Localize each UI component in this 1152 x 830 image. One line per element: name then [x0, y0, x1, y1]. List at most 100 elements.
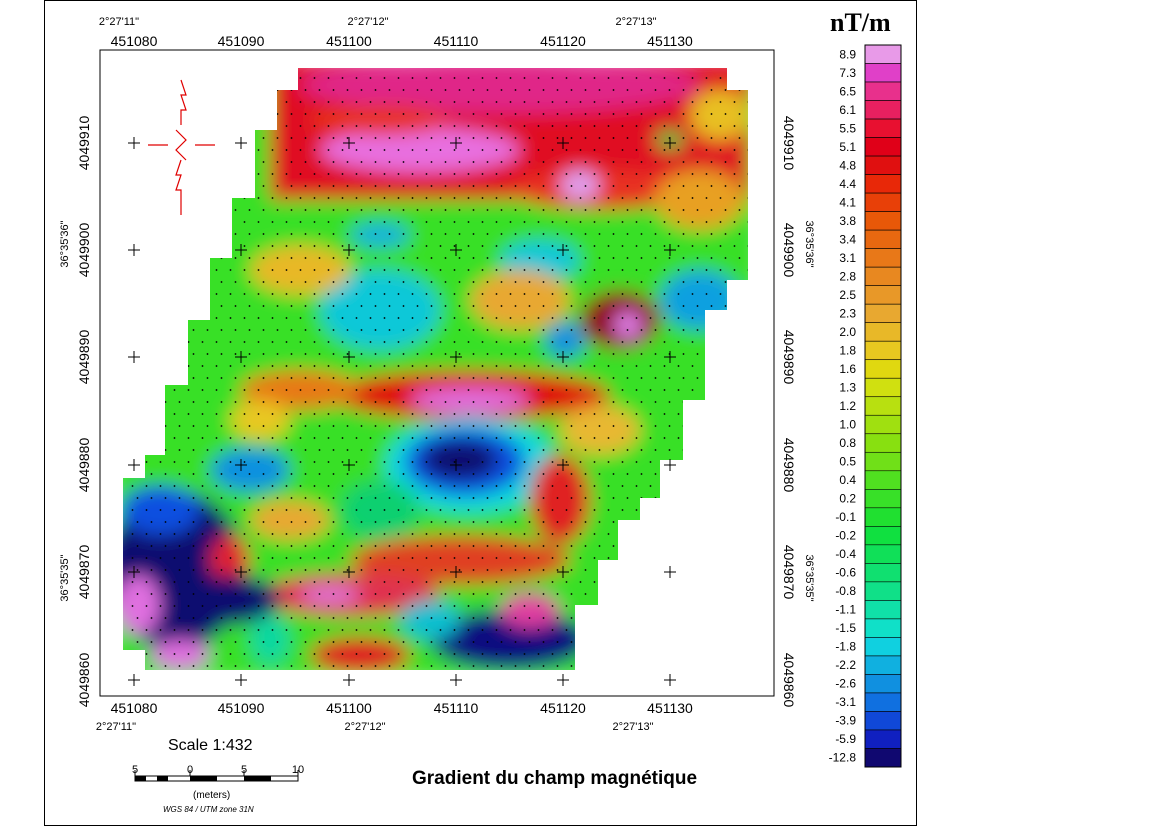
legend-value: -1.8: [835, 640, 856, 654]
legend-swatch: [864, 414, 902, 435]
y-tick-label-left: 4049890: [76, 330, 92, 385]
legend-swatch: [864, 729, 902, 749]
x-tick-label-bottom: 451110: [434, 700, 479, 716]
legend-swatch: [864, 637, 902, 657]
legend-swatch: [864, 248, 902, 268]
legend-value: 0.2: [839, 492, 856, 506]
y-tick-label-right: 4049910: [781, 116, 797, 171]
legend-value: 1.0: [839, 418, 856, 432]
y-tick-label-left: 4049910: [76, 116, 92, 171]
x-tick-label-top: 451100: [326, 33, 372, 49]
legend-swatch: [864, 470, 902, 490]
grid-crosses: [128, 137, 676, 686]
legend-value: -2.2: [835, 658, 856, 672]
legend-swatch: [864, 137, 902, 157]
legend-value: 1.3: [839, 380, 856, 394]
x-tick-label-bottom: 451120: [540, 700, 586, 716]
legend-value: -0.4: [835, 547, 856, 561]
legend-swatch: [864, 303, 902, 323]
legend-value: -3.9: [835, 714, 856, 728]
lon-label-top: 2°27'11": [99, 16, 139, 28]
legend-value: -5.9: [835, 732, 856, 746]
lat-label-right: 36°35'35": [803, 554, 815, 601]
legend-swatch: [864, 433, 902, 453]
legend-value: 5.1: [839, 140, 856, 154]
map-frame: [44, 0, 917, 826]
legend-value: -1.1: [835, 603, 856, 617]
legend-swatch: [864, 396, 902, 416]
legend-value: 7.3: [839, 66, 856, 80]
legend-swatch: [864, 174, 902, 194]
legend-value: -0.1: [835, 510, 856, 524]
legend-value: 2.8: [839, 269, 856, 283]
lon-bottom-labels: 2°27'11" 2°27'12" 2°27'13": [96, 721, 654, 733]
y-tick-label-right: 4049890: [781, 330, 797, 385]
lon-label-bottom: 2°27'12": [345, 721, 386, 733]
legend-value: 2.3: [839, 306, 856, 320]
x-tick-label-bottom: 451080: [111, 700, 158, 716]
legend-value: 0.8: [839, 436, 856, 450]
legend-value: -2.6: [835, 677, 856, 691]
scale-unit: (meters): [193, 790, 231, 801]
lat-right-labels: 36°35'36" 36°35'35": [803, 220, 815, 601]
projection-label: WGS 84 / UTM zone 31N: [163, 805, 254, 814]
scale-tick-label: 5: [132, 764, 138, 776]
legend-swatch: [864, 211, 902, 231]
legend-swatch: [864, 655, 902, 675]
y-tick-label-left: 4049900: [76, 223, 92, 278]
legend-value: 2.5: [839, 288, 856, 302]
legend-swatch: [864, 285, 902, 305]
lon-label-bottom: 2°27'11": [96, 721, 136, 733]
legend-swatch: [864, 581, 902, 601]
map-title: Gradient du champ magnétique: [412, 768, 698, 789]
legend-value: -0.6: [835, 566, 856, 580]
scale-tick-label: 10: [292, 764, 304, 776]
y-tick-label-left: 4049860: [76, 653, 92, 708]
legend-swatch: [864, 711, 902, 731]
legend-value: -12.8: [829, 751, 857, 765]
legend-swatch: [864, 229, 902, 249]
legend-swatch: [864, 544, 902, 564]
legend-swatch: [864, 118, 902, 138]
legend-value: 3.8: [839, 214, 856, 228]
legend-swatch: [864, 155, 902, 175]
legend-value: -1.5: [835, 621, 856, 635]
y-tick-label-right: 4049870: [781, 545, 797, 600]
legend-swatch: [864, 377, 902, 398]
legend-swatch: [864, 526, 902, 546]
legend-value: 6.1: [839, 103, 856, 117]
legend-unit-title: nT/m: [830, 8, 891, 37]
lon-label-bottom: 2°27'13": [613, 721, 654, 733]
legend-swatch: [864, 600, 902, 620]
lat-left-labels: 36°35'36" 36°35'35": [59, 220, 71, 601]
lon-label-top: 2°27'12": [348, 16, 389, 28]
legend-swatch: [864, 563, 902, 583]
north-arrow-icon: [148, 79, 215, 215]
x-axis-bottom-labels: 451080 451090 451100 451110 451120 451130: [111, 700, 693, 716]
legend-swatch: [864, 489, 902, 509]
legend-value: -3.1: [835, 695, 856, 709]
legend-swatch: [864, 692, 902, 712]
legend-value: 2.0: [839, 325, 856, 339]
legend-value: 6.5: [839, 84, 856, 98]
lon-label-top: 2°27'13": [616, 16, 657, 28]
legend-value: 1.6: [839, 362, 856, 376]
legend-swatch: [864, 359, 902, 379]
legend-swatch: [864, 81, 902, 101]
y-tick-label-right: 4049900: [781, 223, 797, 278]
legend-value: 4.8: [839, 158, 856, 172]
x-tick-label-top: 451110: [434, 33, 479, 49]
legend-value: 5.5: [839, 121, 856, 135]
legend-swatch: [864, 340, 902, 361]
scale-tick-label: 5: [241, 764, 247, 776]
legend-swatch: [864, 322, 902, 342]
legend-swatch: [864, 507, 902, 527]
legend-swatch: [864, 100, 902, 120]
y-tick-label-right: 4049880: [781, 438, 797, 493]
legend-swatch: [864, 674, 902, 694]
x-tick-label-top: 451130: [647, 33, 693, 49]
legend-value: 1.8: [839, 343, 856, 357]
x-tick-label-top: 451090: [218, 33, 265, 49]
color-legend: 8.9 7.3 6.5 6.1 5.5 5.1 4.8 4.4 4.1 3.8 3.4 3.1 2.8 2…: [829, 44, 902, 768]
